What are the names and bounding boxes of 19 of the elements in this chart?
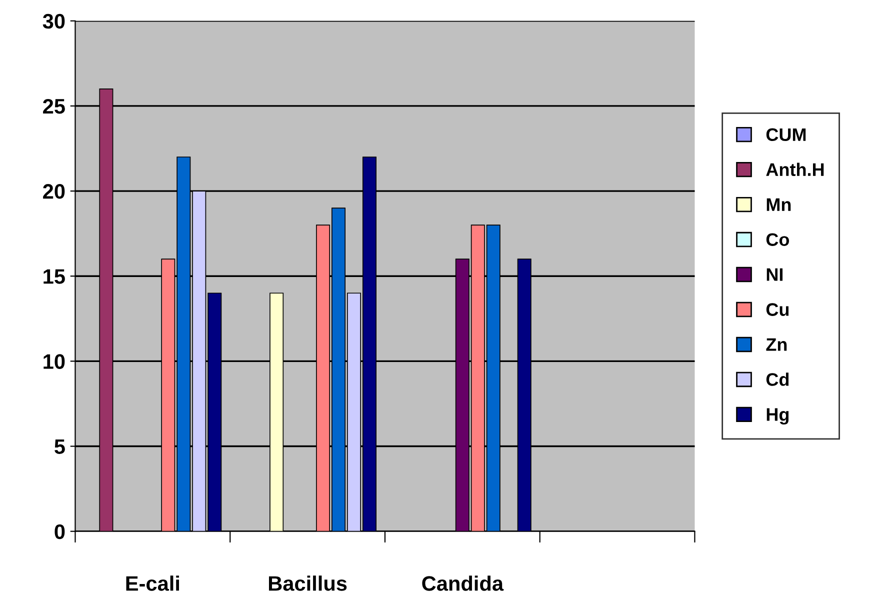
y-tick-label: 10 — [44, 354, 65, 369]
y-tick-label: 0 — [54, 524, 65, 540]
legend-label: Hg — [766, 408, 789, 425]
x-tick-label: Bacillus — [268, 576, 347, 591]
legend-label: CUM — [766, 128, 806, 142]
legend-label: Cu — [766, 303, 789, 316]
y-tick-label: 25 — [43, 98, 65, 114]
x-tick-label: Candida — [422, 576, 504, 591]
legend-label: Anth.H — [766, 162, 824, 176]
legend-label: Mn — [766, 198, 791, 211]
legend-label: Cd — [766, 372, 789, 386]
legend-label: NI — [766, 268, 783, 281]
y-tick-label: 30 — [42, 14, 65, 29]
y-tick-label: 20 — [43, 184, 65, 199]
legend-label: Co — [766, 233, 790, 246]
y-tick-label: 5 — [54, 439, 65, 454]
x-tick-label: E-cali — [126, 576, 179, 591]
y-tick-label: 15 — [44, 269, 65, 284]
legend-label: Zn — [766, 338, 787, 351]
